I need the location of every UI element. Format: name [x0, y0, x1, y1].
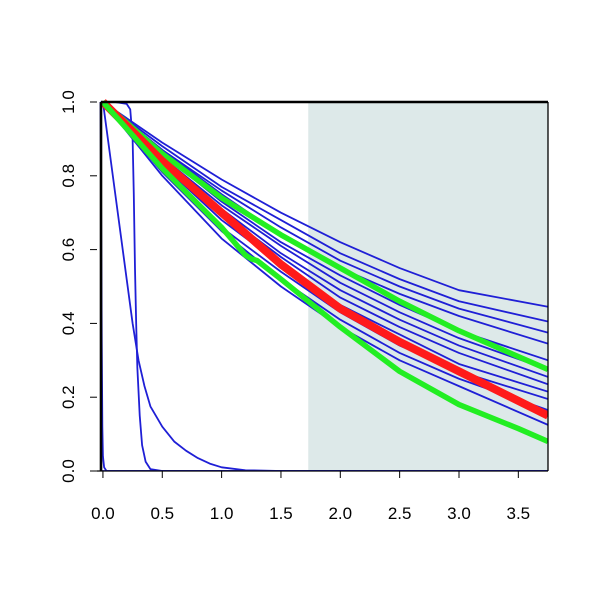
- y-tick-label: 1.0: [59, 90, 78, 114]
- series-line-red-17: [100, 99, 548, 420]
- shaded-region: [308, 102, 548, 471]
- x-tick-label: 2.0: [328, 504, 352, 523]
- x-tick-label: 0.0: [91, 504, 115, 523]
- x-tick-label: 1.5: [269, 504, 293, 523]
- series-line-blue-13: [100, 101, 548, 471]
- x-tick-label: 3.5: [507, 504, 531, 523]
- series-line-blue-1: [102, 101, 548, 323]
- series-line-blue-0: [102, 101, 548, 308]
- y-tick-label: 0.6: [59, 238, 78, 262]
- series-line-green-18: [100, 100, 548, 445]
- series-group: [99, 99, 548, 471]
- y-tick-label: 0.0: [59, 459, 78, 483]
- y-tick-label: 0.4: [59, 312, 78, 336]
- shaded-region-layer: [308, 102, 548, 471]
- x-tick-label: 1.0: [210, 504, 234, 523]
- y-tick-label: 0.8: [59, 164, 78, 188]
- axes-layer: [97, 100, 549, 472]
- series-line-green-16: [101, 99, 548, 373]
- x-tick-label: 2.5: [388, 504, 412, 523]
- series-layer: [99, 99, 548, 471]
- x-tick-label: 0.5: [150, 504, 174, 523]
- y-tick-label: 0.2: [59, 385, 78, 409]
- series-line-blue-11: [102, 101, 548, 426]
- series-line-blue-12: [102, 101, 548, 471]
- tick-layer: 0.0 0.5 1.0 1.5 2.0 2.5 3.0 3.5 0.0 0.2 0.4 0.6 0.8 1…: [59, 90, 530, 523]
- x-tick-label: 3.0: [447, 504, 471, 523]
